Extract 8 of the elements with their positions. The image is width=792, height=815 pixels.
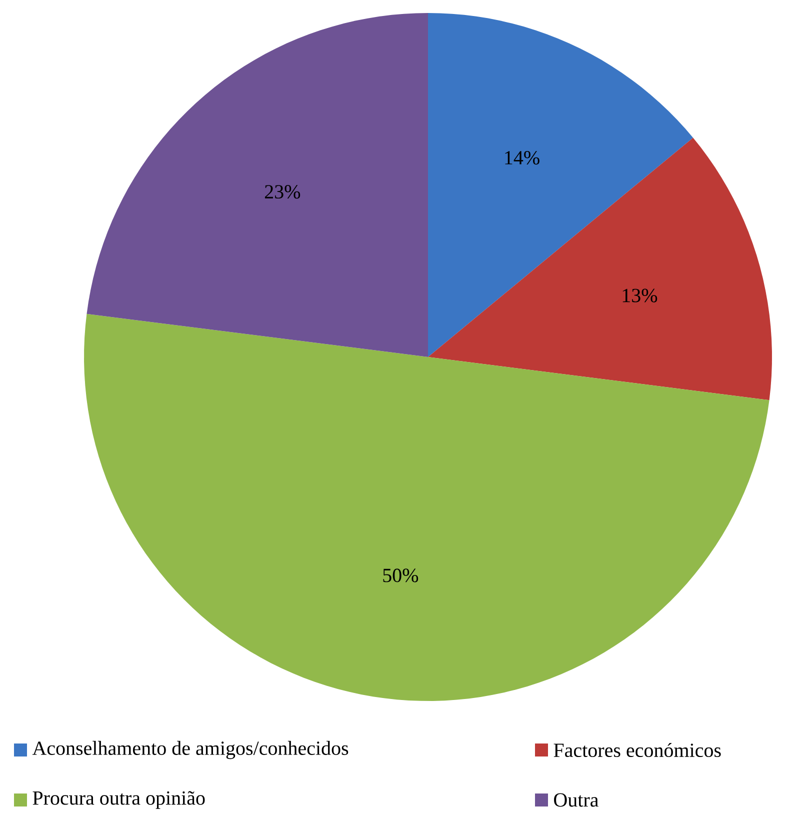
legend-label: Procura outra opinião [32,791,205,809]
legend-label: Outra [554,793,598,807]
data-label: 50% [383,568,418,582]
data-label: 13% [622,288,658,302]
data-label: 14% [505,151,540,165]
legend-label: Factores económicos [554,742,721,758]
legend-label: Aconselhamento de amigos/conhecidos [32,740,348,760]
data-label: 23% [264,185,300,199]
